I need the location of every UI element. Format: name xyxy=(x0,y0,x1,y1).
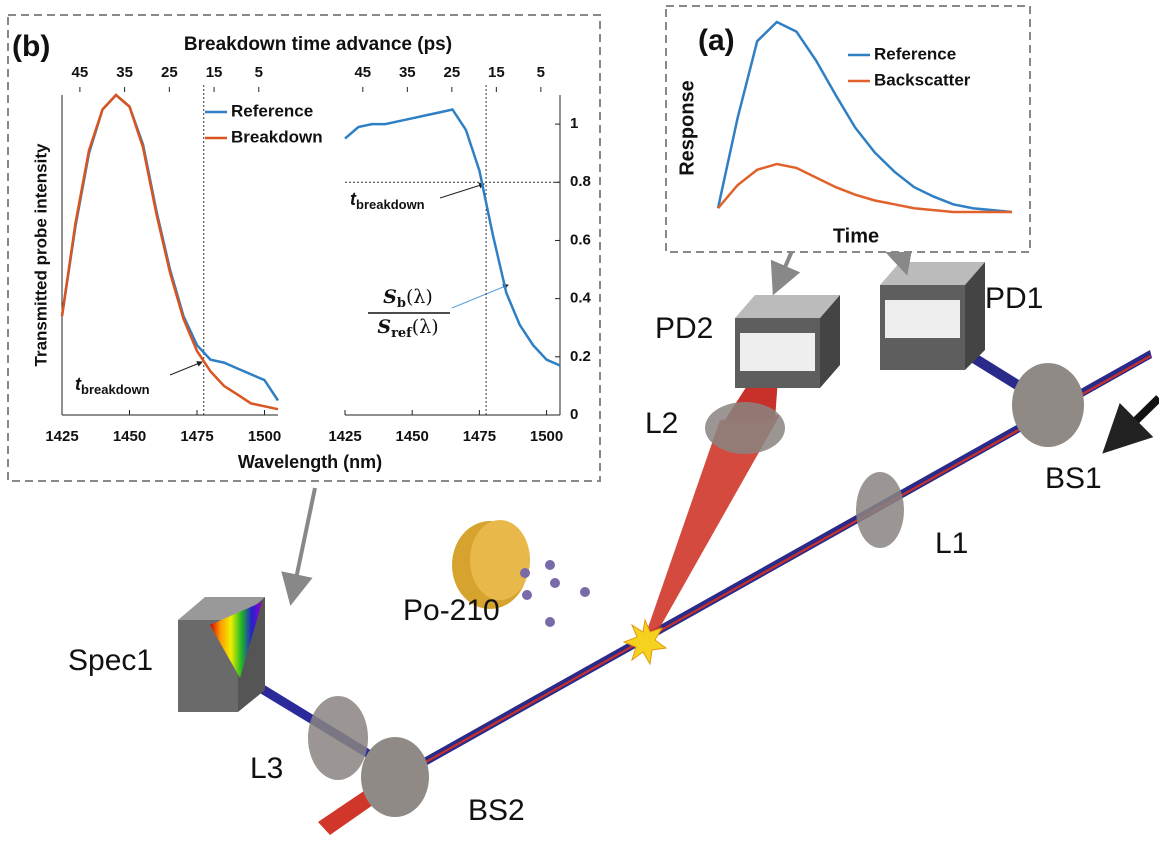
ratio-arg: (λ) xyxy=(406,286,433,308)
x2-tick-label: 5 xyxy=(537,64,545,81)
x-tick-label: 1450 xyxy=(396,428,429,445)
panel-label: (b) xyxy=(12,30,50,63)
x-tick-label: 1450 xyxy=(113,428,146,445)
beam-l2 xyxy=(643,415,780,645)
pd2-side xyxy=(820,295,840,388)
series-line xyxy=(717,162,1012,214)
ratio-arg: (λ) xyxy=(412,316,439,338)
series-line xyxy=(344,108,561,367)
annotation-arrow xyxy=(451,284,509,309)
pd1-side xyxy=(965,262,985,370)
annotation-subscript: breakdown xyxy=(81,382,150,397)
ratio-denominator: Sref(λ) xyxy=(377,316,438,341)
x2-axis-label: Breakdown time advance (ps) xyxy=(184,34,452,55)
x-tick-label: 1475 xyxy=(180,428,213,445)
y-tick-label: 0 xyxy=(570,406,578,423)
label: PD2 xyxy=(655,312,713,345)
annotation-subscript: breakdown xyxy=(356,197,425,212)
lens-l3 xyxy=(308,696,368,780)
ratio-subscript: ref xyxy=(391,326,413,341)
beam-red xyxy=(395,355,1151,780)
x-tick-label: 1475 xyxy=(463,428,496,445)
ratio-symbol: S xyxy=(377,316,391,338)
arrow xyxy=(281,487,317,606)
x2-tick-label: 15 xyxy=(206,64,223,81)
ratio-symbol: S xyxy=(383,286,397,308)
x2-tick-label: 45 xyxy=(354,64,371,81)
splitter-bs2 xyxy=(361,737,429,817)
panel-b-frame xyxy=(7,14,601,482)
spectrum xyxy=(210,602,262,678)
x-tick-label: 1500 xyxy=(248,428,281,445)
x2-tick-label: 25 xyxy=(161,64,178,81)
ratio-numerator: Sb(λ) xyxy=(383,286,433,311)
legend-label: Breakdown xyxy=(231,127,323,146)
label: Po-210 xyxy=(403,594,500,627)
x2-tick-label: 35 xyxy=(116,64,133,81)
legend-label: Reference xyxy=(874,44,956,63)
x2-tick-label: 35 xyxy=(399,64,416,81)
x2-tick-label: 45 xyxy=(72,64,89,81)
y-tick-label: 0.6 xyxy=(570,231,591,248)
y-axis-label: Transmitted probe intensity xyxy=(31,143,50,366)
y-tick-label: 0.8 xyxy=(570,173,591,190)
label: L3 xyxy=(250,752,283,785)
x-axis-label: Time xyxy=(833,225,879,247)
x2-tick-label: 15 xyxy=(488,64,505,81)
x-tick-label: 1425 xyxy=(45,428,78,445)
input-arrow xyxy=(1102,395,1159,454)
y-tick-label: 1 xyxy=(570,115,578,132)
label: L1 xyxy=(935,527,968,560)
pd1-face xyxy=(885,300,960,338)
setup xyxy=(178,182,1159,835)
ratio-subscript: b xyxy=(397,296,406,311)
lens-l1 xyxy=(856,472,904,548)
y-axis-label: Response xyxy=(676,80,698,176)
x-axis-label: Wavelength (nm) xyxy=(238,452,382,472)
x-tick-label: 1500 xyxy=(530,428,563,445)
annotation: tbreakdown xyxy=(350,189,425,213)
annotation-symbol: t xyxy=(75,374,82,394)
spark xyxy=(622,618,668,666)
particles xyxy=(520,560,590,627)
annotation-arrow xyxy=(169,361,203,376)
panel-label: (a) xyxy=(698,24,735,57)
x2-tick-label: 25 xyxy=(443,64,460,81)
pd2-top xyxy=(735,295,840,318)
x2-tick-label: 5 xyxy=(255,64,263,81)
label: BS1 xyxy=(1045,462,1102,495)
lens-l2 xyxy=(705,402,785,454)
label: BS2 xyxy=(468,794,525,827)
source-face xyxy=(470,520,530,600)
x-tick-label: 1425 xyxy=(328,428,361,445)
legend-label: Reference xyxy=(231,101,313,120)
label: Spec1 xyxy=(68,644,153,677)
splitter-bs1 xyxy=(1012,363,1084,447)
label: L2 xyxy=(645,407,678,440)
label: PD1 xyxy=(985,282,1043,315)
annotation-symbol: t xyxy=(350,189,357,209)
legend-label: Backscatter xyxy=(874,70,971,89)
y-tick-label: 0.4 xyxy=(570,290,592,307)
pd2-face xyxy=(740,333,815,371)
annotation-arrow xyxy=(439,182,485,199)
series-line xyxy=(60,93,279,411)
annotation: tbreakdown xyxy=(75,374,150,398)
y-tick-label: 0.2 xyxy=(570,348,591,365)
series-line xyxy=(716,20,1013,214)
